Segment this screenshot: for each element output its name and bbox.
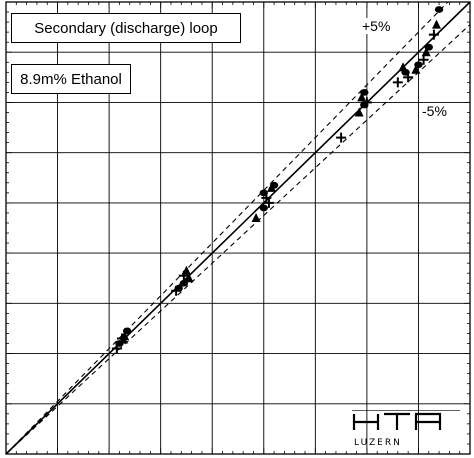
data-point [119, 334, 129, 344]
plot-frame [5, 1, 471, 455]
data-point [428, 29, 439, 40]
data-point [434, 6, 444, 13]
reference-lines [5, 1, 471, 455]
grid [5, 1, 471, 455]
data-point [403, 72, 414, 83]
data-point [431, 19, 441, 29]
minus-5-percent-label: -5% [420, 103, 449, 119]
data-point [336, 132, 347, 143]
data-point [354, 107, 364, 117]
data-point [122, 327, 132, 335]
data-point [171, 285, 182, 296]
data-point [360, 89, 369, 96]
data-point [421, 47, 431, 57]
data-point [251, 212, 261, 222]
data-point [392, 77, 403, 88]
data-point [181, 265, 191, 275]
data-point [361, 97, 372, 108]
data-point [259, 189, 268, 197]
axis-ticks [5, 1, 471, 455]
data-points [111, 6, 444, 354]
data-point [418, 54, 429, 65]
data-point [111, 343, 122, 354]
data-point [263, 197, 274, 208]
reference-line-1to1 [5, 1, 471, 455]
chart-subtitle: 8.9m% Ethanol [11, 64, 131, 94]
data-point [357, 92, 367, 102]
data-point [414, 61, 423, 69]
data-point [269, 181, 279, 189]
data-point [259, 204, 268, 212]
data-point [424, 43, 433, 51]
data-point [411, 64, 421, 74]
hta-luzern-logo: LUZERN [352, 410, 460, 448]
reference-line-minus-5 [5, 24, 471, 455]
reference-line-plus-5 [5, 1, 449, 455]
logo-subtext: LUZERN [354, 438, 402, 448]
data-point [184, 273, 194, 283]
chart-title: Secondary (discharge) loop [11, 13, 241, 43]
plus-5-percent-label: +5% [360, 18, 393, 34]
